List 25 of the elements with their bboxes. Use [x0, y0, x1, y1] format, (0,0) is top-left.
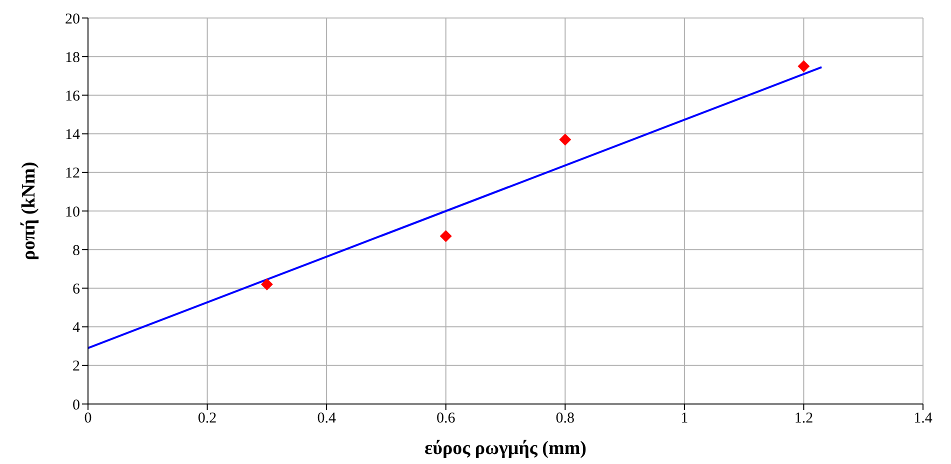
y-tick-label: 16: [65, 88, 80, 105]
y-axis-title: ροπή (kNm): [18, 162, 40, 260]
y-tick-label: 0: [72, 397, 80, 414]
x-tick-label: 0.4: [317, 410, 336, 427]
x-tick-label: 0.6: [436, 410, 456, 427]
point: [798, 60, 810, 72]
y-tick-label: 14: [65, 127, 80, 144]
y-tick-label: 2: [72, 358, 80, 375]
point: [559, 134, 572, 146]
y-tick-label: 10: [65, 204, 80, 220]
x-tick-label: 0.2: [198, 410, 217, 427]
y-tick-label: 4: [72, 320, 80, 336]
y-tick-label: 18: [65, 50, 80, 66]
x-tick-label: 1.4: [914, 410, 933, 427]
x-tick-label: 0.8: [556, 410, 575, 427]
x-tick-label: 1: [680, 410, 688, 427]
y-tick-label: 20: [65, 11, 80, 28]
point: [440, 230, 452, 242]
y-tick-label: 8: [72, 242, 80, 259]
y-tick-label: 6: [72, 282, 80, 298]
y-tick-label: 12: [65, 166, 80, 182]
x-tick-label: 1.2: [794, 410, 814, 427]
x-tick-label: 0: [84, 410, 92, 427]
x-axis-title: εύρος ρωγμής (mm): [424, 438, 586, 459]
point: [260, 278, 273, 290]
